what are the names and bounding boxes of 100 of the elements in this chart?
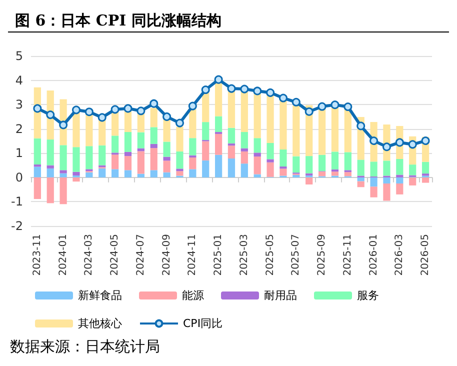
bar xyxy=(396,177,404,184)
bar xyxy=(318,106,326,155)
point xyxy=(124,104,132,113)
bar xyxy=(98,168,106,178)
bar xyxy=(189,169,196,178)
point xyxy=(72,106,80,114)
bar xyxy=(60,145,67,170)
bar xyxy=(202,122,210,140)
point xyxy=(240,84,249,94)
bar xyxy=(163,172,170,178)
x-tick-label: 2024-09 xyxy=(161,234,172,276)
x-tick-label: 2023-11 xyxy=(32,234,43,276)
bar xyxy=(72,172,80,176)
point xyxy=(278,94,288,102)
bar xyxy=(228,90,236,128)
bar xyxy=(422,177,430,183)
x-tick-label: 2025-07 xyxy=(290,234,302,276)
bar xyxy=(124,132,132,152)
bar xyxy=(86,146,93,170)
bar xyxy=(150,144,158,148)
bar xyxy=(34,166,41,178)
bar xyxy=(189,155,196,158)
point xyxy=(408,140,417,149)
bar xyxy=(163,156,170,161)
bar xyxy=(422,162,430,174)
x-tick-label: 2024-05 xyxy=(110,234,121,276)
bar xyxy=(111,169,119,178)
y-tick-label: -1 xyxy=(10,194,23,209)
bar xyxy=(228,158,236,178)
bar xyxy=(60,170,67,174)
point xyxy=(421,136,430,146)
bar xyxy=(266,162,274,177)
bar xyxy=(280,168,287,176)
point xyxy=(175,118,184,128)
bar xyxy=(60,177,67,204)
bar xyxy=(111,136,119,153)
x-tick-label: 2025-11 xyxy=(342,234,354,276)
bar xyxy=(357,160,364,176)
point xyxy=(395,138,404,147)
bar xyxy=(331,169,339,172)
bar xyxy=(46,165,54,168)
bar xyxy=(176,171,184,176)
point xyxy=(214,75,223,84)
legend-label: 服务 xyxy=(357,289,379,302)
y-tick-label: 2 xyxy=(15,122,23,136)
bar xyxy=(383,184,390,201)
bar xyxy=(60,173,67,178)
bar xyxy=(150,170,158,178)
x-tick-label: 2026-01 xyxy=(368,234,380,276)
bar xyxy=(124,111,132,132)
y-tick-label: 1 xyxy=(15,146,23,160)
bar xyxy=(306,177,313,184)
bar xyxy=(214,154,222,178)
bar xyxy=(331,152,339,170)
x-tick-label: 2024-11 xyxy=(187,234,198,276)
bar xyxy=(86,172,93,178)
bar xyxy=(34,177,41,200)
bar xyxy=(396,158,404,175)
bar xyxy=(228,143,236,146)
bar xyxy=(331,105,339,152)
x-tick-label: 2025-01 xyxy=(213,234,224,276)
bar xyxy=(383,177,390,184)
bar xyxy=(46,168,54,178)
bar xyxy=(396,174,404,178)
point xyxy=(201,86,210,94)
bar xyxy=(163,160,170,172)
legend-label: 能源 xyxy=(182,289,204,302)
bar xyxy=(240,90,248,132)
bar xyxy=(266,94,274,143)
y-tick-label: -2 xyxy=(10,219,23,233)
point xyxy=(253,86,262,96)
y-tick-label: 5 xyxy=(15,49,23,63)
bar xyxy=(176,151,184,169)
legend-label: 耐用品 xyxy=(264,289,297,302)
bar xyxy=(72,177,80,182)
bar xyxy=(280,150,287,166)
y-tick-label: 3 xyxy=(15,98,23,112)
bar xyxy=(46,140,54,166)
bar xyxy=(331,172,339,176)
x-tick-label: 2024-01 xyxy=(58,234,69,276)
bar xyxy=(137,113,144,132)
bar xyxy=(150,148,158,170)
bar xyxy=(318,154,326,172)
bar xyxy=(137,151,144,174)
point xyxy=(84,108,94,116)
bar xyxy=(409,177,416,186)
point xyxy=(59,120,68,130)
bar xyxy=(124,152,132,156)
point xyxy=(136,106,146,116)
legend-label: 新鲜食品 xyxy=(78,289,122,302)
bar xyxy=(306,156,313,174)
bar xyxy=(344,152,352,170)
bar xyxy=(318,172,326,176)
bar xyxy=(176,126,184,152)
bar xyxy=(254,152,261,157)
point xyxy=(304,107,314,116)
chart-title: 图 6：日本 CPI 同比涨幅结构 xyxy=(15,12,222,30)
point xyxy=(33,104,42,113)
point xyxy=(110,105,120,114)
point xyxy=(344,102,352,112)
